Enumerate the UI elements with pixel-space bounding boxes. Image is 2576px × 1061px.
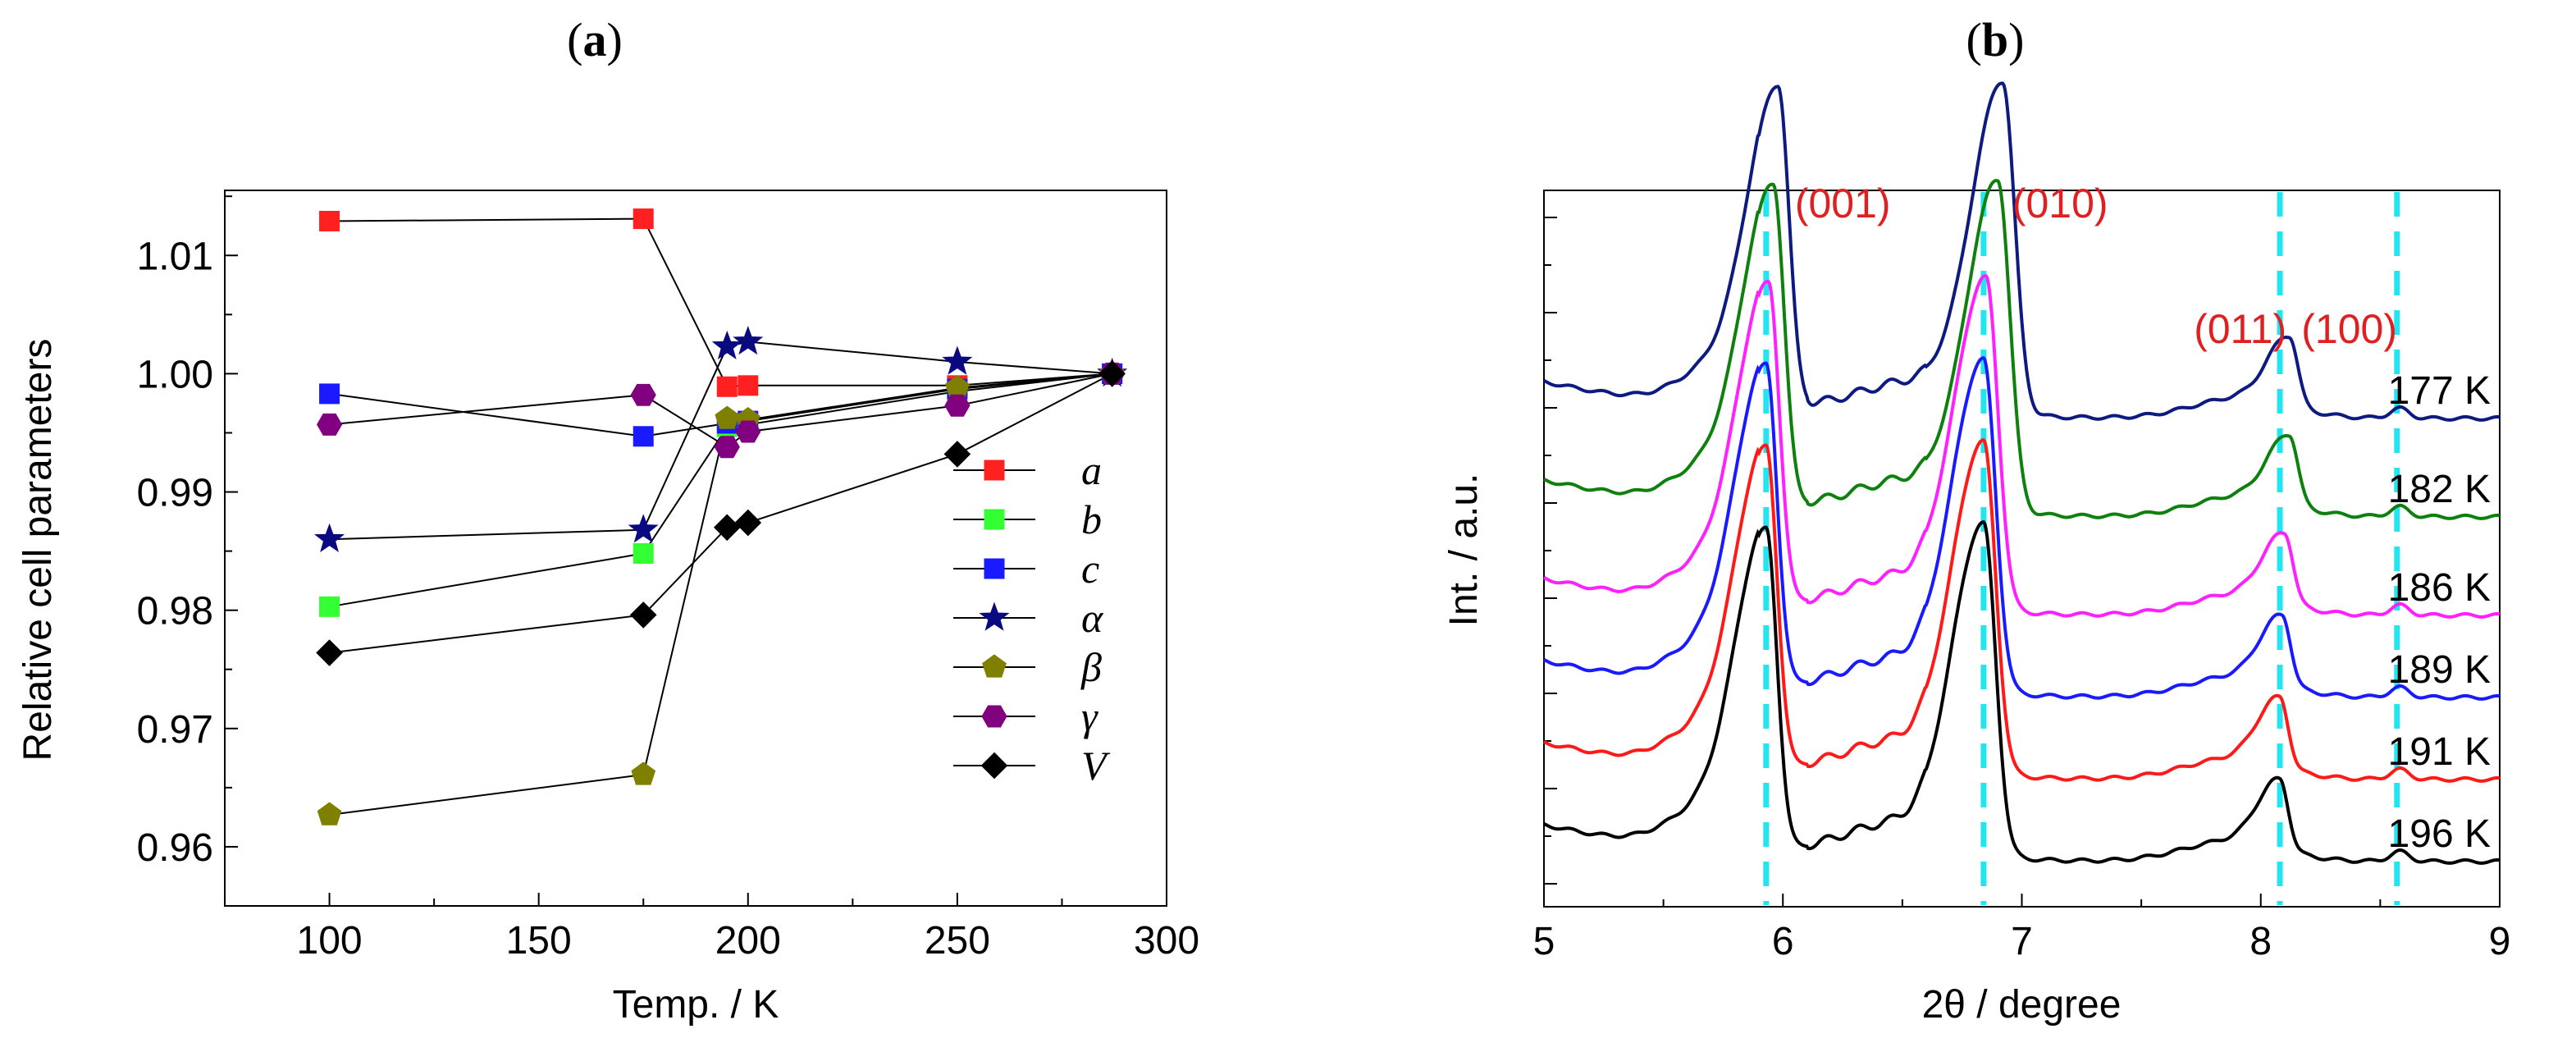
panel-a-markers [314, 208, 1128, 825]
x-tick-label: 8 [2249, 920, 2272, 963]
point-v [1098, 360, 1126, 387]
legend-label-gamma: γ [1081, 693, 1098, 739]
curve-177-k [1543, 81, 2501, 422]
y-tick-label: 0.97 [137, 708, 213, 752]
peak-label--011-: (011) [2194, 306, 2286, 352]
y-tick-label: 1.00 [137, 353, 213, 396]
x-tick-label: 300 [1134, 919, 1199, 963]
y-tick-label: 0.98 [137, 590, 213, 633]
x-tick-label: 9 [2489, 920, 2511, 963]
temp-label-191-k: 191 K [2388, 730, 2491, 774]
curve-189-k [1543, 356, 2501, 701]
point-beta [631, 761, 656, 785]
point-alpha [628, 514, 659, 543]
series-line-b [329, 373, 1112, 608]
x-tick-label: 7 [2011, 920, 2033, 963]
curve-196-k [1543, 520, 2501, 865]
series-line-c [329, 373, 1112, 437]
x-tick-label: 150 [506, 919, 572, 963]
panel-b-labels: 177 K 182 K 186 K 189 K 191 K 196 K (001) (010)… [1795, 181, 2491, 856]
panel-b-ylabel: Int. / a.u. [1442, 473, 1486, 627]
temp-label-186-k: 186 K [2388, 566, 2491, 610]
legend-label-beta: β [1080, 644, 1102, 690]
x-tick-label: 200 [715, 919, 781, 963]
legend-marker-beta [982, 654, 1007, 678]
series-line-a [329, 217, 1112, 388]
panel-b-curves [1543, 81, 2501, 865]
point-b [319, 596, 340, 617]
y-tick-label: 1.01 [137, 235, 213, 278]
panel-b: (b) 5 6 7 8 9 177 K 182 K 186 K 189 K 191 K 196 K… [1442, 13, 2510, 1027]
legend-label-c: c [1081, 546, 1099, 592]
point-a [633, 208, 654, 230]
point-c [319, 383, 340, 405]
panel-b-label: (b) [1966, 13, 2025, 66]
panel-a-frame [224, 190, 1167, 907]
temp-label-189-k: 189 K [2388, 648, 2491, 692]
peak-label--010-: (010) [2012, 181, 2108, 226]
legend-marker-c [984, 558, 1005, 579]
point-v [316, 639, 343, 666]
point-gamma [630, 383, 656, 406]
point-gamma [944, 394, 971, 417]
legend-label-b: b [1081, 496, 1102, 542]
temp-label-182-k: 182 K [2388, 468, 2491, 511]
panel-a-xlabel: Temp. / K [613, 983, 779, 1027]
legend-label-a: a [1081, 447, 1102, 493]
point-beta [715, 405, 740, 429]
series-line-gamma [329, 373, 1112, 449]
point-v [943, 441, 971, 468]
panel-b-xlabel: 2θ / degree [1922, 983, 2122, 1027]
point-alpha [711, 330, 742, 359]
panel-b-reference-lines [1763, 192, 2400, 905]
peak-label--100-: (100) [2301, 306, 2397, 352]
legend-marker-v [980, 752, 1008, 780]
y-tick-label: 0.99 [137, 472, 213, 515]
legend-marker-a [984, 460, 1005, 481]
point-beta [317, 802, 342, 825]
point-a [716, 376, 738, 397]
x-tick-label: 100 [297, 919, 363, 963]
legend-marker-alpha [979, 601, 1010, 631]
y-tick-label: 0.96 [137, 826, 213, 870]
curve-182-k [1543, 179, 2501, 520]
panel-a: (a) 100 150 200 250 3000.960.970.980.991.001… [16, 13, 1199, 1027]
point-a [319, 210, 340, 231]
point-gamma [735, 420, 761, 443]
point-alpha [314, 523, 345, 552]
x-tick-label: 250 [925, 919, 990, 963]
legend-label-alpha: α [1081, 595, 1104, 641]
point-a [738, 375, 759, 396]
temp-label-196-k: 196 K [2388, 812, 2491, 856]
x-tick-label: 5 [1533, 920, 1555, 963]
point-v [734, 509, 762, 537]
point-b [633, 542, 654, 564]
temp-label-177-k: 177 K [2388, 369, 2491, 413]
panel-b-frame [1543, 190, 2501, 908]
point-gamma [317, 413, 343, 436]
legend-marker-gamma [981, 705, 1007, 728]
point-gamma [714, 436, 740, 459]
point-alpha [942, 345, 973, 375]
peak-label--001-: (001) [1795, 181, 1891, 226]
curve-191-k [1543, 438, 2501, 783]
panel-a-ylabel: Relative cell parameters [16, 339, 60, 761]
point-v [629, 601, 657, 629]
point-alpha [733, 326, 764, 355]
legend-label-v: V [1081, 743, 1111, 789]
curve-186-k [1543, 274, 2501, 619]
panel-b-ticks: 5 6 7 8 9 [1533, 217, 2511, 963]
panel-a-ticks: 100 150 200 250 300 0.96 0.97 0.98 0.99 1.00 1.01 [137, 195, 1199, 963]
legend-marker-b [984, 509, 1005, 530]
panel-a-label: (a) [567, 13, 623, 66]
point-c [633, 426, 654, 447]
x-tick-label: 6 [1772, 920, 1794, 963]
